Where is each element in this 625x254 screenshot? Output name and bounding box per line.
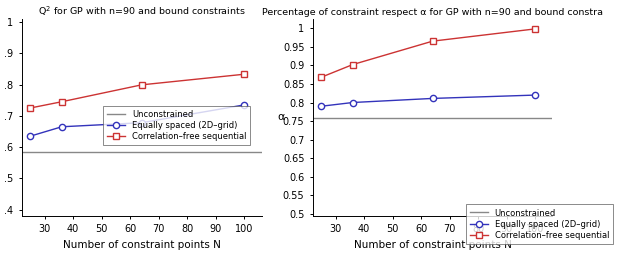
Equally spaced (2D–grid) (241, 103, 248, 106)
Equally spaced (2D–grid) (27, 135, 34, 138)
Correlation–free sequential (241, 73, 248, 76)
Correlation–free sequential (318, 76, 325, 79)
Correlation–free sequential (27, 106, 34, 109)
Unconstrained (249, 117, 256, 120)
Correlation–free sequential (349, 63, 356, 66)
Equally spaced (2D–grid) (138, 121, 146, 124)
Equally spaced (2D–grid) (429, 97, 436, 100)
Correlation–free sequential (429, 40, 436, 43)
X-axis label: Number of constraint points N: Number of constraint points N (354, 240, 511, 250)
Equally spaced (2D–grid) (532, 93, 539, 97)
Correlation–free sequential (532, 27, 539, 30)
Correlation–free sequential (138, 83, 146, 86)
Correlation–free sequential (58, 100, 66, 103)
Unconstrained (246, 117, 254, 120)
Legend: Unconstrained, Equally spaced (2D–grid), Correlation–free sequential: Unconstrained, Equally spaced (2D–grid),… (102, 106, 251, 145)
Equally spaced (2D–grid) (349, 101, 356, 104)
Title: Percentage of constraint respect α for GP with n=90 and bound constra: Percentage of constraint respect α for G… (262, 8, 603, 17)
X-axis label: Number of constraint points N: Number of constraint points N (62, 240, 221, 250)
Equally spaced (2D–grid) (58, 125, 66, 128)
Line: Equally spaced (2D–grid): Equally spaced (2D–grid) (318, 92, 539, 109)
Legend: Unconstrained, Equally spaced (2D–grid), Correlation–free sequential: Unconstrained, Equally spaced (2D–grid),… (466, 204, 613, 244)
Y-axis label: α: α (278, 112, 285, 122)
Line: Equally spaced (2D–grid): Equally spaced (2D–grid) (28, 102, 248, 139)
Line: Correlation–free sequential: Correlation–free sequential (318, 26, 539, 80)
Line: Correlation–free sequential: Correlation–free sequential (28, 71, 248, 111)
Equally spaced (2D–grid) (318, 105, 325, 108)
Title: Q$^2$ for GP with n=90 and bound constraints: Q$^2$ for GP with n=90 and bound constra… (38, 4, 246, 18)
